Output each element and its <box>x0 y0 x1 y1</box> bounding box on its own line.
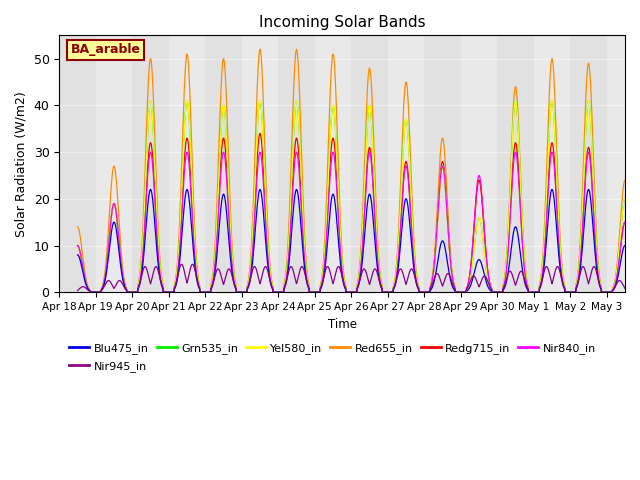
Text: BA_arable: BA_arable <box>70 43 141 56</box>
Bar <box>534 36 570 292</box>
Bar <box>169 36 205 292</box>
Bar <box>60 36 96 292</box>
Bar <box>242 36 278 292</box>
Legend: Nir945_in: Nir945_in <box>65 357 152 377</box>
Bar <box>315 36 351 292</box>
Bar <box>388 36 424 292</box>
Bar <box>424 36 461 292</box>
Bar <box>132 36 169 292</box>
Bar <box>205 36 242 292</box>
Title: Incoming Solar Bands: Incoming Solar Bands <box>259 15 426 30</box>
Bar <box>570 36 607 292</box>
Bar <box>461 36 497 292</box>
Bar <box>497 36 534 292</box>
Y-axis label: Solar Radiation (W/m2): Solar Radiation (W/m2) <box>15 91 28 237</box>
Bar <box>278 36 315 292</box>
Bar <box>351 36 388 292</box>
Bar <box>607 36 640 292</box>
Bar <box>96 36 132 292</box>
X-axis label: Time: Time <box>328 317 356 331</box>
